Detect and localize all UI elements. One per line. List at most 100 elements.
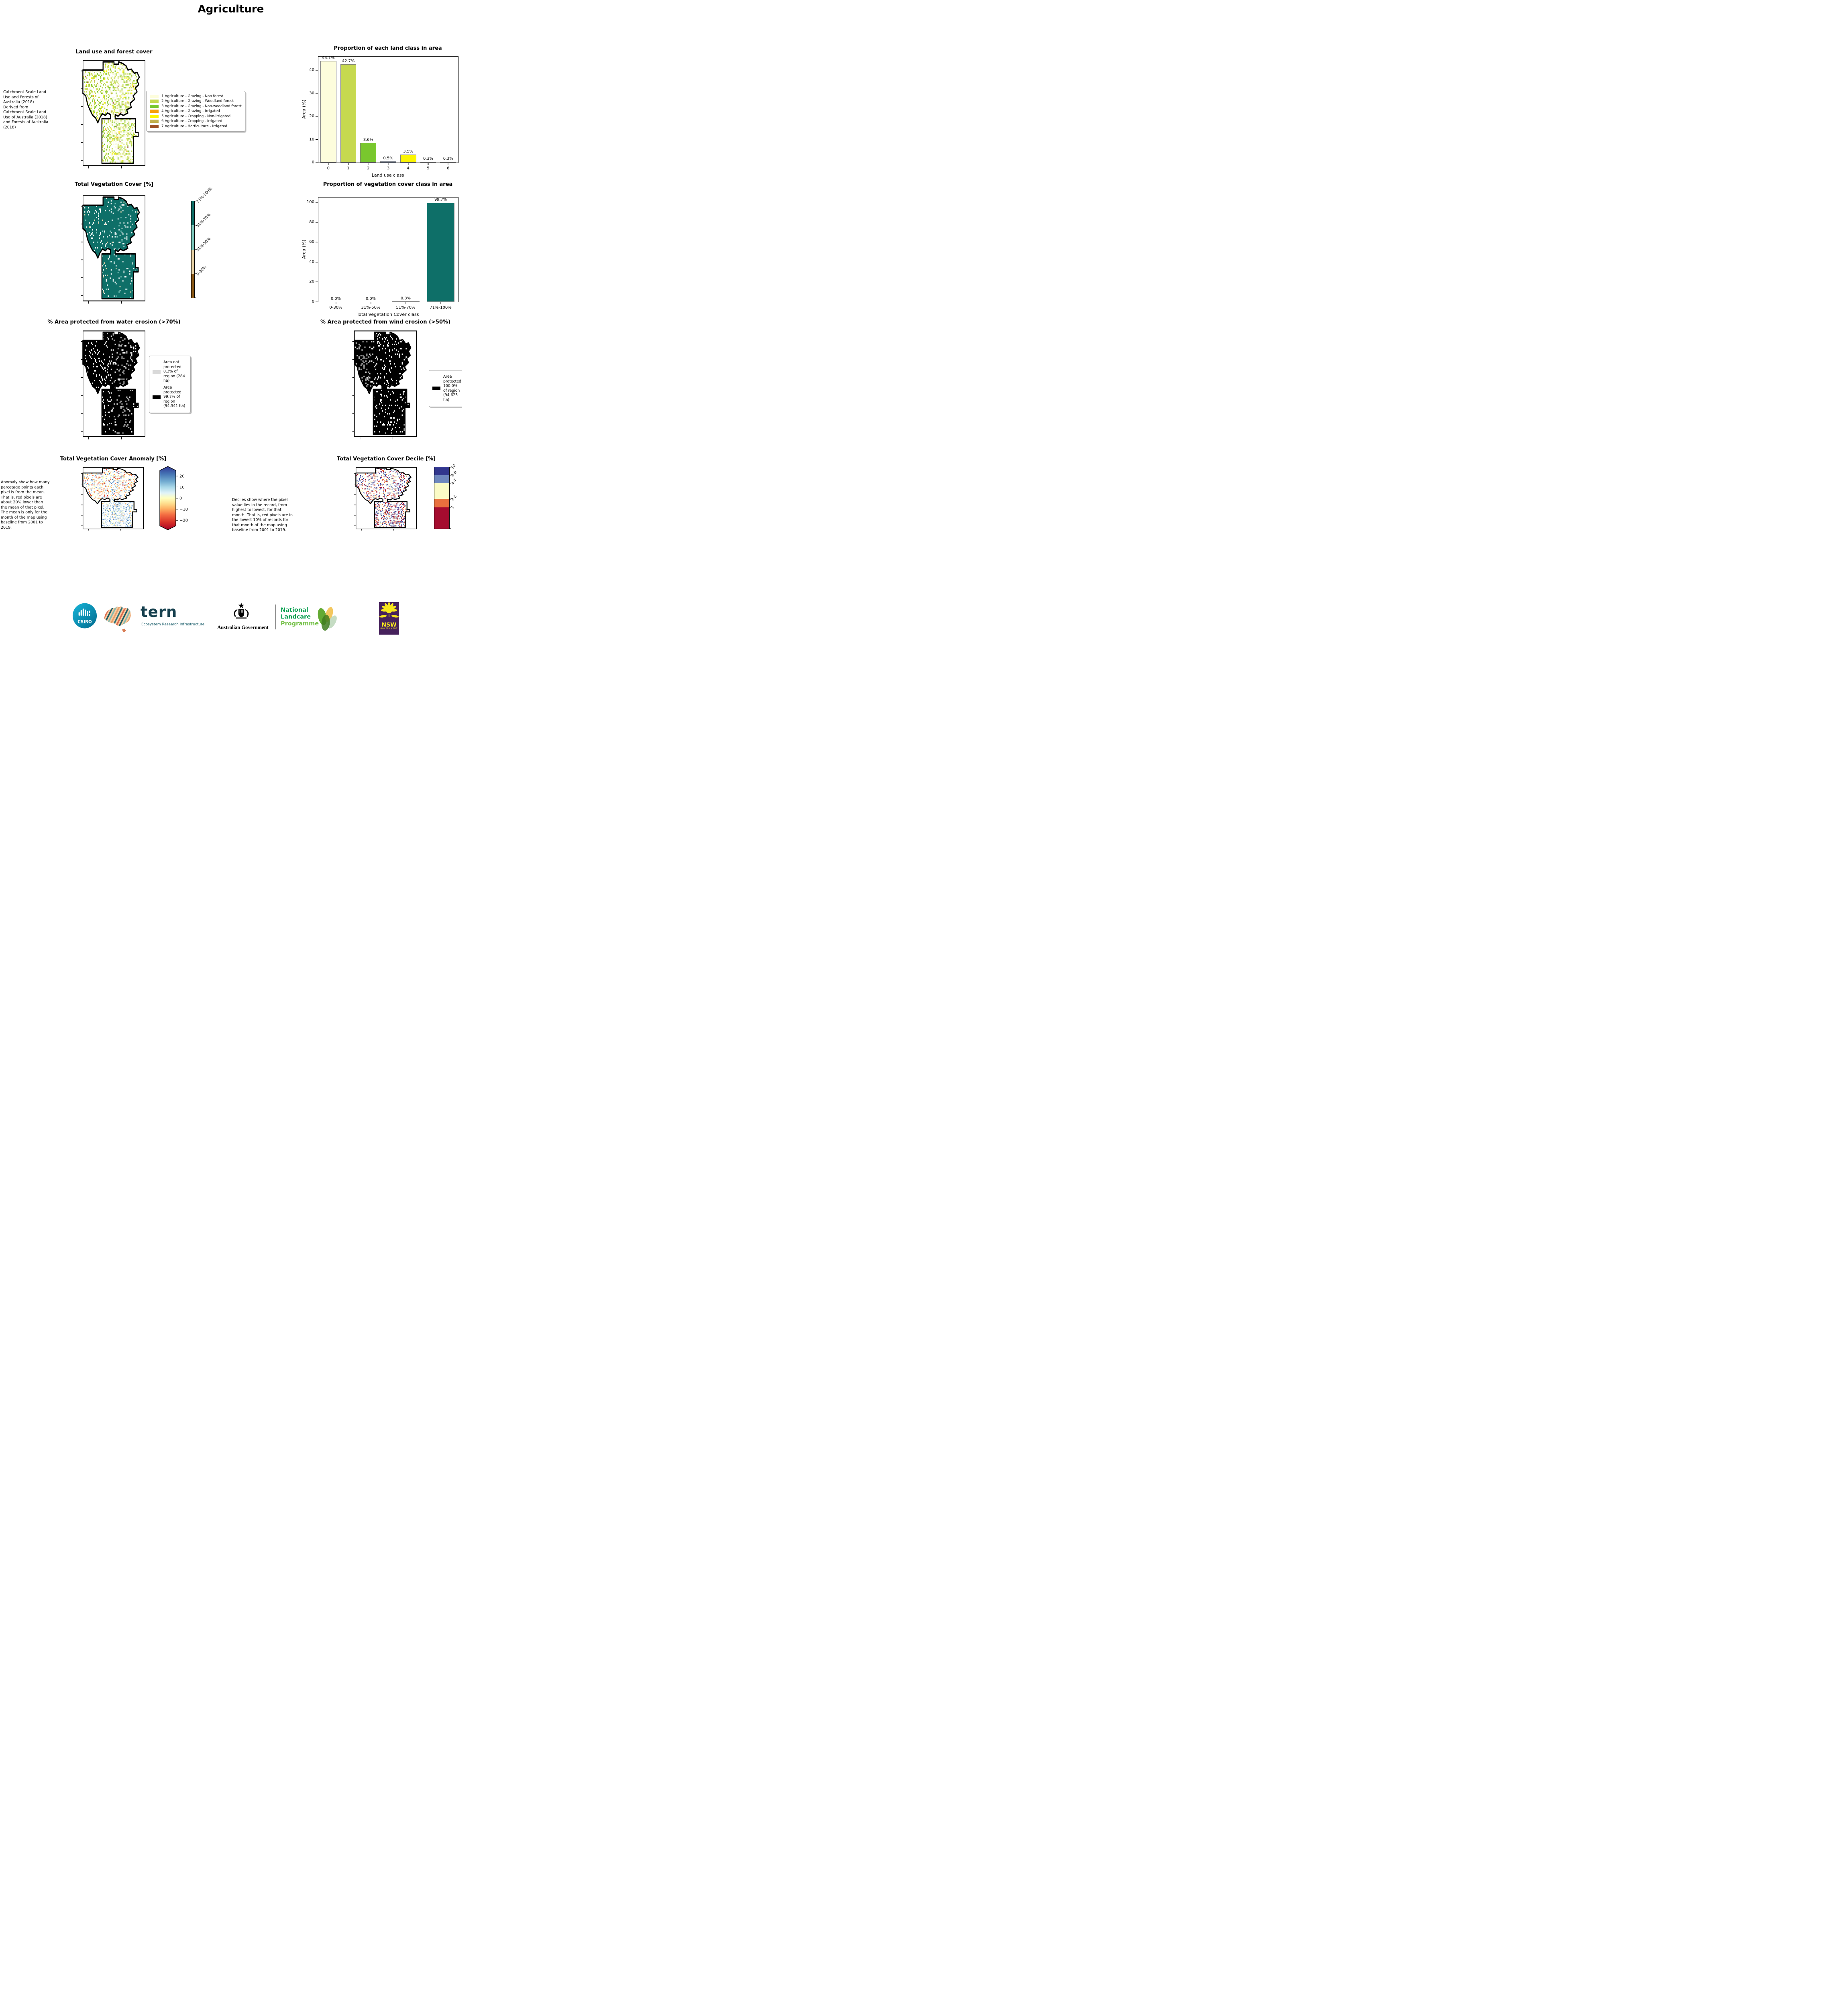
land-class-chart-xlabel: Land use class [371,173,404,178]
decile-note: Deciles show where the pixel value lies … [232,498,293,533]
landcare-leaves-icon [318,607,337,631]
colorbar-tick [194,225,196,226]
legend-label: Area protected 99.7% of region (94,341 h… [163,385,185,409]
y-tick [316,116,318,117]
x-tick-label: 71%-100% [430,305,452,310]
water-erosion-legend: Area not protected 0.3% of region (284 h… [149,356,191,413]
legend-swatch [150,114,159,118]
y-tick [316,202,318,203]
bar-value-label: 0.3% [423,157,433,161]
colorbar-tick [194,273,196,274]
legend-item: 5 Agriculture - Cropping - Non-irrigated [150,114,242,118]
water-erosion-map-title: % Area protected from water erosion (>70… [47,319,181,325]
x-tick-label: 4 [407,166,410,171]
legend-swatch [150,110,159,113]
legend-item: 7 Agriculture - Horticulture - Irrigated [150,124,242,128]
y-tick-label: 100 [306,200,314,205]
colorbar-label: 10 [450,463,457,470]
nsw-label: NSW [381,622,397,628]
legend-swatch [432,387,440,391]
x-tick-label: 2 [367,166,370,171]
y-tick-label: 20 [309,114,314,119]
page-title: Agriculture [198,3,264,15]
y-tick-label: 10 [309,137,314,142]
y-tick [316,139,318,140]
bar-5 [420,162,436,163]
legend-item: Area protected 100.0% of region (94,625 … [432,375,462,403]
landuse-map-title: Land use and forest cover [75,49,153,55]
colorbar-tick [194,297,196,298]
wind-erosion-map-title: % Area protected from wind erosion (>50%… [320,319,450,325]
colorbar-segment [192,225,194,250]
legend-label: 2 Agriculture - Grazing - Woodland fores… [161,99,234,103]
bar-6 [440,162,456,163]
colorbar-segment [434,467,449,475]
colorbar-segment [192,273,194,298]
y-tick-label: 40 [309,68,314,73]
legend-label: 4 Agriculture - Grazing - Irrigated [161,109,220,113]
legend-item: Area not protected 0.3% of region (284 h… [153,360,187,383]
x-tick-label: 31%-50% [361,305,381,310]
legend-swatch [150,94,159,98]
bar-value-label: 0.5% [383,156,393,161]
legend-item: 1 Agriculture - Grazing - Non forest [150,94,242,98]
legend-item: 3 Agriculture - Grazing - Non-woodland f… [150,104,242,108]
bar-value-label: 3.5% [403,149,414,154]
colorbar-label: 31%-50% [196,236,212,253]
legend-swatch [150,100,159,103]
decile-map-title: Total Vegetation Cover Decile [%] [337,456,436,462]
bar-1 [340,64,357,163]
australian-government-label: Australian Government [217,625,269,630]
legend-item: 2 Agriculture - Grazing - Woodland fores… [150,99,242,103]
y-tick-label: 40 [309,259,314,264]
y-tick-label: 0 [312,299,314,304]
legend-label: 7 Agriculture - Horticulture - Irrigated [161,124,228,128]
colorbar-label: 71%-100% [196,186,214,204]
decile-colorbar: 10 8-9 4-7 2-3 1 [434,463,458,529]
y-tick-label: 80 [309,220,314,224]
y-tick-label: 0 [312,160,314,165]
colorbar-tick [194,249,196,250]
colorbar-tick [449,528,451,529]
report-page: Agriculture Catchment Scale Land Use and… [0,0,462,639]
legend-item: Area protected 99.7% of region (94,341 h… [153,385,187,409]
legend-item: 4 Agriculture - Grazing - Irrigated [150,109,242,113]
colorbar-segment [192,201,194,226]
anomaly-note: Anomaly show how many percetage points e… [1,480,50,530]
legend-swatch [150,124,159,128]
tern-tagline: Ecosystem Research Infrastructure [141,623,205,627]
tasmania-icon [122,629,126,633]
x-tick-label: 5 [427,166,430,171]
y-tick-label: 30 [309,91,314,96]
vegcover-colorbar: 71%-100% 51%-70% 31%-50% 0-30% [191,186,213,298]
colorbar-segment [434,507,449,529]
colorbar-label: 8-9 [450,470,458,478]
colorbar-segment [434,475,449,483]
x-tick [440,302,441,304]
colorbar-label: 4-7 [450,478,458,486]
vegcover-map-title: Total Vegetation Cover [%] [74,181,154,187]
y-tick-label: 60 [309,240,314,244]
vegcover-chart-ylabel: Area (%) [301,240,307,259]
y-tick-label: 20 [309,279,314,284]
anomaly-map-title: Total Vegetation Cover Anomaly [%] [60,456,167,462]
bar-71%-100% [426,203,455,302]
y-tick [316,93,318,94]
y-tick [316,70,318,71]
colorbar-segment [192,249,194,274]
x-tick-label: 3 [387,166,390,171]
bar-51%-70% [391,301,420,302]
legend-label: 6 Agriculture - Cropping - Irrigated [161,119,222,123]
colorbar-label: 2-3 [450,494,458,502]
x-tick [368,163,369,165]
legend-label: Area protected 100.0% of region (94,625 … [443,375,461,403]
legend-item: 6 Agriculture - Cropping - Irrigated [150,119,242,123]
x-tick-label: 1 [347,166,350,171]
land-class-chart-plot: 0 10 20 30 40 44.1% 0 42.7% 1 8.6% 2 0.5% 3 3.5% 4 0.3%… [309,56,458,171]
landuse-source-note: Catchment Scale Land Use and Forests of … [3,90,49,130]
y-tick [316,301,318,302]
colorbar-label: 1 [450,505,456,510]
australian-government-crest-icon [234,603,249,619]
waratah-icon [379,602,399,618]
